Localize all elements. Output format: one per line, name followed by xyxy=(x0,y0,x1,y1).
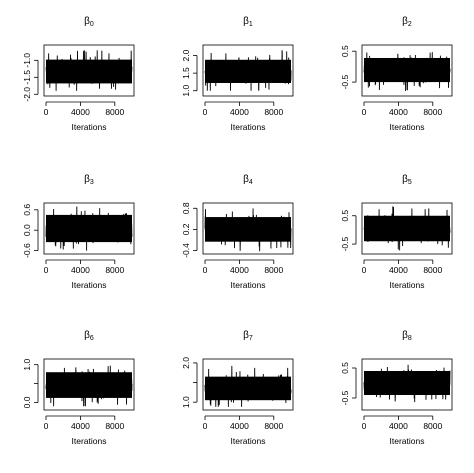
plot-frame xyxy=(361,44,453,97)
y-tick-label: -0.5 xyxy=(340,74,350,89)
y-tick-label: -0.6 xyxy=(22,243,32,258)
trace-dense-band xyxy=(205,376,291,401)
plot-frame xyxy=(202,202,294,255)
x-tick-label: 4000 xyxy=(230,421,249,431)
x-tick-label: 8000 xyxy=(105,421,124,431)
y-tick-label: 0.0 xyxy=(22,224,32,236)
y-tick-label: 1.0 xyxy=(181,396,191,408)
x-tick-label: 4000 xyxy=(230,107,249,117)
x-tick-label: 8000 xyxy=(423,421,442,431)
trace-dense-band xyxy=(46,372,132,398)
y-tick-label: 0.6 xyxy=(22,204,32,216)
panel-title: β4 xyxy=(243,174,253,186)
y-tick-label: 0.0 xyxy=(22,396,32,408)
trace-panel-3: β3 0 4000 8000 Iterations 0.6 0.0 -0.6 xyxy=(22,174,135,290)
x-axis-label: Iterations xyxy=(72,280,107,290)
plot-frame xyxy=(361,202,453,255)
plot-frame xyxy=(43,44,135,97)
y-tick-label: 0.5 xyxy=(340,45,350,57)
x-tick-label: 0 xyxy=(203,265,208,275)
x-axis-label: Iterations xyxy=(231,122,266,132)
y-tick-label: 1.0 xyxy=(22,358,32,370)
panel-title: β0 xyxy=(84,16,94,28)
y-tick-label: 2.0 xyxy=(181,357,191,369)
x-axis-label: Iterations xyxy=(390,436,425,446)
x-tick-label: 8000 xyxy=(264,265,283,275)
trace-dense-band xyxy=(364,57,450,83)
x-axis-label: Iterations xyxy=(231,436,266,446)
trace-panel-4: β4 0 4000 8000 Iterations 0.8 0.2 -0.4 xyxy=(181,174,294,290)
x-axis-label: Iterations xyxy=(72,122,107,132)
x-tick-label: 8000 xyxy=(105,107,124,117)
y-tick-label: -0.5 xyxy=(340,236,350,251)
x-tick-label: 4000 xyxy=(71,421,90,431)
trace-dense-band xyxy=(205,59,291,83)
y-tick-label: 1.5 xyxy=(181,67,191,79)
trace-panel-5: β5 0 4000 8000 Iterations 0.5 -0.5 xyxy=(340,174,453,290)
x-tick-label: 4000 xyxy=(389,107,408,117)
y-tick-label: 2.0 xyxy=(181,49,191,61)
plot-frame xyxy=(202,44,294,97)
x-tick-label: 8000 xyxy=(264,107,283,117)
trace-panel-7: β7 0 4000 8000 Iterations 2.0 1.0 xyxy=(181,330,294,446)
x-tick-label: 4000 xyxy=(389,265,408,275)
y-tick-label: -0.5 xyxy=(340,390,350,405)
x-tick-label: 0 xyxy=(44,265,49,275)
x-tick-label: 8000 xyxy=(105,265,124,275)
trace-dense-band xyxy=(46,214,132,243)
trace-dense-band xyxy=(364,371,450,395)
x-axis-label: Iterations xyxy=(390,122,425,132)
panel-title: β3 xyxy=(84,174,94,186)
plot-frame xyxy=(43,358,135,411)
x-tick-label: 8000 xyxy=(423,265,442,275)
y-tick-label: 0.5 xyxy=(340,210,350,222)
trace-panel-2: β2 0 4000 8000 Iterations 0.5 -0.5 xyxy=(340,16,453,132)
panel-title: β8 xyxy=(402,330,412,342)
x-tick-label: 4000 xyxy=(71,107,90,117)
plot-frame xyxy=(361,358,453,411)
x-axis-label: Iterations xyxy=(231,280,266,290)
trace-panel-1: β1 0 4000 8000 Iterations 1.0 1.5 2.0 xyxy=(181,16,294,132)
y-tick-label: 0.5 xyxy=(340,362,350,374)
trace-dense-band xyxy=(46,59,132,84)
panel-title: β6 xyxy=(84,330,94,342)
y-tick-label: 0.2 xyxy=(181,223,191,235)
x-tick-label: 0 xyxy=(362,265,367,275)
x-tick-label: 0 xyxy=(362,421,367,431)
x-tick-label: 8000 xyxy=(423,107,442,117)
plot-frame xyxy=(43,202,135,255)
y-tick-label: -2.0 xyxy=(22,87,32,102)
x-tick-label: 0 xyxy=(203,421,208,431)
x-tick-label: 4000 xyxy=(71,265,90,275)
y-tick-label: 0.8 xyxy=(181,202,191,214)
y-tick-label: -0.4 xyxy=(181,243,191,258)
x-axis-label: Iterations xyxy=(72,436,107,446)
x-tick-label: 4000 xyxy=(230,265,249,275)
panel-title: β1 xyxy=(243,16,253,28)
trace-panel-0: β0 0 4000 8000 Iterations -1.0 -1.5 -2.0 xyxy=(22,16,135,132)
trace-panel-6: β6 0 4000 8000 Iterations 1.0 0.0 xyxy=(22,330,135,446)
panel-title: β7 xyxy=(243,330,253,342)
x-tick-label: 0 xyxy=(44,107,49,117)
trace-dense-band xyxy=(205,217,291,242)
y-tick-label: -1.5 xyxy=(22,70,32,85)
trace-panel-8: β8 0 4000 8000 Iterations 0.5 -0.5 xyxy=(340,330,453,446)
x-tick-label: 8000 xyxy=(264,421,283,431)
y-tick-label: 1.0 xyxy=(181,85,191,97)
panel-title: β2 xyxy=(402,16,412,28)
panel-title: β5 xyxy=(402,174,412,186)
x-tick-label: 0 xyxy=(362,107,367,117)
x-axis-label: Iterations xyxy=(390,280,425,290)
x-tick-label: 0 xyxy=(203,107,208,117)
x-tick-label: 4000 xyxy=(389,421,408,431)
x-tick-label: 0 xyxy=(44,421,49,431)
plot-frame xyxy=(202,358,294,411)
trace-dense-band xyxy=(364,215,450,242)
y-tick-label: -1.0 xyxy=(22,53,32,68)
